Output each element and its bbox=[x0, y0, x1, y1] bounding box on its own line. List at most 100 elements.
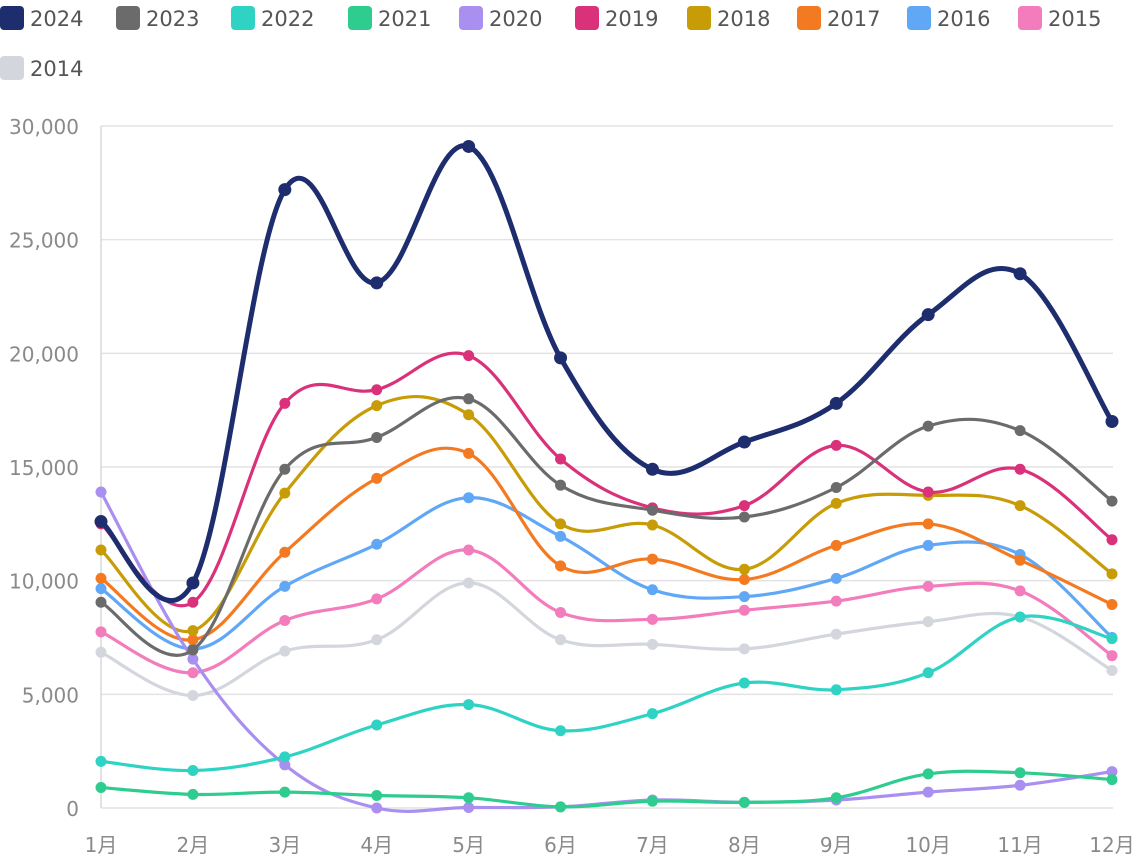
data-point[interactable] bbox=[555, 453, 567, 465]
data-point[interactable] bbox=[1106, 633, 1118, 645]
data-point[interactable] bbox=[738, 574, 750, 586]
data-point[interactable] bbox=[95, 572, 107, 584]
data-point[interactable] bbox=[921, 308, 935, 322]
data-point[interactable] bbox=[922, 486, 934, 498]
legend-item-2021[interactable]: 2021 bbox=[348, 6, 431, 31]
data-point[interactable] bbox=[279, 786, 291, 798]
data-point[interactable] bbox=[371, 431, 383, 443]
data-point[interactable] bbox=[463, 544, 475, 556]
data-point[interactable] bbox=[830, 595, 842, 607]
data-point[interactable] bbox=[555, 560, 567, 572]
data-point[interactable] bbox=[922, 539, 934, 551]
legend-item-2022[interactable]: 2022 bbox=[231, 6, 314, 31]
data-point[interactable] bbox=[1014, 779, 1026, 791]
legend-item-2020[interactable]: 2020 bbox=[459, 6, 542, 31]
data-point[interactable] bbox=[646, 638, 658, 650]
data-point[interactable] bbox=[370, 276, 384, 290]
data-point[interactable] bbox=[463, 802, 475, 814]
data-point[interactable] bbox=[1105, 415, 1119, 429]
data-point[interactable] bbox=[738, 796, 750, 808]
data-point[interactable] bbox=[371, 400, 383, 412]
data-point[interactable] bbox=[1014, 767, 1026, 779]
data-point[interactable] bbox=[95, 755, 107, 767]
data-point[interactable] bbox=[1013, 267, 1027, 281]
data-point[interactable] bbox=[1106, 766, 1118, 778]
data-point[interactable] bbox=[554, 351, 568, 365]
data-point[interactable] bbox=[371, 593, 383, 605]
data-point[interactable] bbox=[371, 384, 383, 396]
data-point[interactable] bbox=[187, 764, 199, 776]
data-point[interactable] bbox=[830, 572, 842, 584]
data-point[interactable] bbox=[1014, 611, 1026, 623]
data-point[interactable] bbox=[555, 634, 567, 646]
legend-item-2016[interactable]: 2016 bbox=[907, 6, 990, 31]
data-point[interactable] bbox=[555, 606, 567, 618]
data-point[interactable] bbox=[738, 500, 750, 512]
data-point[interactable] bbox=[922, 616, 934, 628]
data-point[interactable] bbox=[1106, 774, 1118, 786]
data-point[interactable] bbox=[830, 481, 842, 493]
data-point[interactable] bbox=[95, 486, 107, 498]
data-point[interactable] bbox=[187, 667, 199, 679]
data-point[interactable] bbox=[646, 519, 658, 531]
data-point[interactable] bbox=[922, 768, 934, 780]
legend-item-2024[interactable]: 2024 bbox=[0, 6, 83, 31]
data-point[interactable] bbox=[279, 580, 291, 592]
data-point[interactable] bbox=[922, 667, 934, 679]
data-point[interactable] bbox=[645, 462, 659, 476]
data-point[interactable] bbox=[1014, 500, 1026, 512]
data-point[interactable] bbox=[186, 576, 200, 590]
data-point[interactable] bbox=[922, 518, 934, 530]
data-point[interactable] bbox=[1106, 650, 1118, 662]
data-point[interactable] bbox=[738, 643, 750, 655]
data-point[interactable] bbox=[371, 719, 383, 731]
data-point[interactable] bbox=[922, 786, 934, 798]
data-point[interactable] bbox=[738, 677, 750, 689]
data-point[interactable] bbox=[95, 646, 107, 658]
data-point[interactable] bbox=[646, 708, 658, 720]
data-point[interactable] bbox=[278, 183, 292, 197]
data-point[interactable] bbox=[922, 580, 934, 592]
data-point[interactable] bbox=[555, 530, 567, 542]
legend-item-2023[interactable]: 2023 bbox=[116, 6, 199, 31]
data-point[interactable] bbox=[463, 577, 475, 589]
data-point[interactable] bbox=[371, 789, 383, 801]
data-point[interactable] bbox=[555, 518, 567, 530]
data-point[interactable] bbox=[463, 792, 475, 804]
data-point[interactable] bbox=[279, 546, 291, 558]
data-point[interactable] bbox=[371, 538, 383, 550]
data-point[interactable] bbox=[95, 544, 107, 556]
data-point[interactable] bbox=[1106, 664, 1118, 676]
data-point[interactable] bbox=[1014, 585, 1026, 597]
data-point[interactable] bbox=[829, 396, 843, 410]
data-point[interactable] bbox=[646, 613, 658, 625]
data-point[interactable] bbox=[1014, 425, 1026, 437]
data-point[interactable] bbox=[830, 539, 842, 551]
data-point[interactable] bbox=[187, 634, 199, 646]
data-point[interactable] bbox=[187, 625, 199, 637]
data-point[interactable] bbox=[187, 788, 199, 800]
data-point[interactable] bbox=[95, 782, 107, 794]
data-point[interactable] bbox=[279, 463, 291, 475]
data-point[interactable] bbox=[738, 563, 750, 575]
legend-item-2015[interactable]: 2015 bbox=[1018, 6, 1101, 31]
data-point[interactable] bbox=[279, 645, 291, 657]
data-point[interactable] bbox=[1014, 463, 1026, 475]
data-point[interactable] bbox=[738, 591, 750, 603]
data-point[interactable] bbox=[463, 350, 475, 362]
data-point[interactable] bbox=[94, 515, 108, 529]
data-point[interactable] bbox=[555, 801, 567, 813]
data-point[interactable] bbox=[830, 792, 842, 804]
data-point[interactable] bbox=[1014, 554, 1026, 566]
data-point[interactable] bbox=[187, 644, 199, 656]
data-point[interactable] bbox=[555, 725, 567, 737]
data-point[interactable] bbox=[463, 409, 475, 421]
data-point[interactable] bbox=[1106, 599, 1118, 611]
data-point[interactable] bbox=[463, 393, 475, 405]
data-point[interactable] bbox=[555, 479, 567, 491]
data-point[interactable] bbox=[463, 492, 475, 504]
data-point[interactable] bbox=[95, 626, 107, 638]
legend-item-2014[interactable]: 2014 bbox=[0, 56, 83, 81]
data-point[interactable] bbox=[371, 472, 383, 484]
data-point[interactable] bbox=[830, 628, 842, 640]
